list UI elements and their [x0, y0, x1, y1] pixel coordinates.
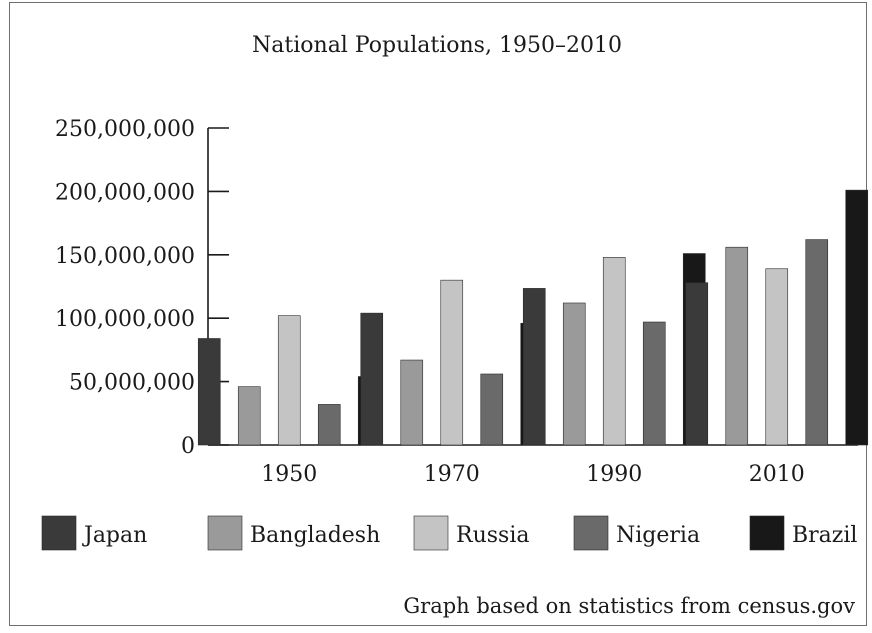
- y-tick-label: 0: [181, 434, 195, 459]
- legend-label-russia: Russia: [456, 523, 529, 548]
- bars: [197, 189, 869, 446]
- bar-nigeria-2010: [805, 239, 829, 446]
- legend-swatch-bangladesh: [207, 515, 243, 551]
- bar-russia-1990: [602, 257, 626, 446]
- bar-nigeria-1970: [480, 373, 504, 446]
- bar-bangladesh-1990: [562, 302, 586, 446]
- bar-bangladesh-1970: [400, 359, 424, 446]
- y-tick-label: 250,000,000: [55, 117, 195, 142]
- bar-russia-1950: [277, 315, 301, 446]
- chart-title: National Populations, 1950–2010: [252, 33, 622, 58]
- x-tick-label: 2010: [749, 462, 805, 487]
- x-tick-label: 1990: [586, 462, 642, 487]
- legend-label-nigeria: Nigeria: [616, 523, 700, 548]
- bar-bangladesh-1950: [237, 386, 261, 446]
- legend-swatch-japan: [41, 515, 77, 551]
- legend-label-brazil: Brazil: [792, 523, 857, 548]
- legend-swatch-russia: [413, 515, 449, 551]
- legend-swatch-nigeria: [573, 515, 609, 551]
- x-tick-label: 1970: [424, 462, 480, 487]
- bar-russia-2010: [765, 268, 789, 446]
- y-tick-label: 200,000,000: [55, 180, 195, 205]
- bar-nigeria-1950: [317, 404, 341, 446]
- y-tick-label: 150,000,000: [55, 244, 195, 269]
- legend-label-bangladesh: Bangladesh: [250, 523, 380, 548]
- bar-brazil-2010: [845, 189, 869, 446]
- bar-bangladesh-2010: [725, 246, 749, 446]
- legend: Japan Bangladesh Russia Nigeria Brazil: [41, 515, 857, 551]
- source-note: Graph based on statistics from census.go…: [403, 594, 855, 618]
- bar-japan-1990: [522, 288, 546, 446]
- bar-nigeria-1990: [642, 321, 666, 446]
- y-tick-label: 50,000,000: [69, 371, 195, 396]
- bar-japan-1950: [197, 338, 221, 446]
- legend-label-japan: Japan: [82, 523, 147, 548]
- y-tick-label: 100,000,000: [55, 307, 195, 332]
- bar-japan-2010: [685, 282, 709, 446]
- bar-russia-1970: [440, 279, 464, 446]
- legend-swatch-brazil: [749, 515, 785, 551]
- x-tick-label: 1950: [261, 462, 317, 487]
- bar-japan-1970: [360, 312, 384, 446]
